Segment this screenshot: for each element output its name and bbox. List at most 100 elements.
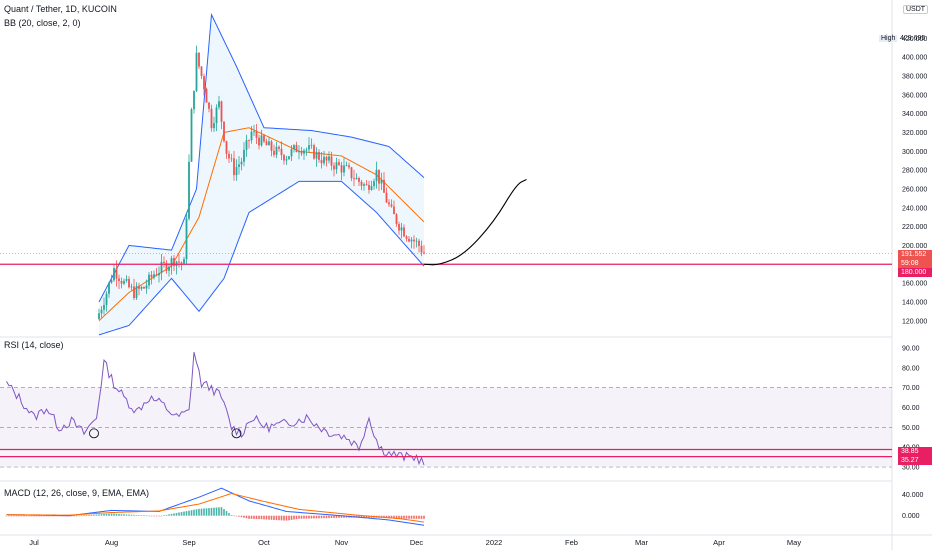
candle-body bbox=[280, 148, 283, 156]
macd-histogram-bar bbox=[138, 515, 140, 516]
candle-body bbox=[103, 304, 105, 310]
candle-body bbox=[298, 151, 300, 153]
macd-histogram-bar bbox=[330, 515, 333, 519]
macd-histogram-bar bbox=[340, 515, 343, 518]
candle-body bbox=[255, 131, 258, 138]
macd-histogram-bar bbox=[108, 513, 110, 516]
macd-histogram-bar bbox=[183, 511, 185, 516]
macd-histogram-bar bbox=[143, 515, 145, 516]
candle-body bbox=[300, 151, 303, 154]
x-axis-label: Feb bbox=[565, 538, 578, 547]
candle-body bbox=[123, 280, 125, 284]
macd-histogram-bar bbox=[75, 515, 78, 517]
candle-body bbox=[410, 239, 413, 242]
macd-histogram-bar bbox=[233, 515, 235, 517]
macd-histogram-bar bbox=[415, 515, 418, 519]
candle-body bbox=[320, 159, 323, 164]
currency-label: USDT bbox=[906, 6, 926, 13]
high-value: 429.695 bbox=[900, 35, 926, 42]
macd-histogram-bar bbox=[178, 512, 180, 516]
macd-histogram-bar bbox=[225, 511, 228, 516]
macd-histogram-bar bbox=[55, 515, 58, 517]
price-tick-label: 340.000 bbox=[902, 111, 927, 118]
candle-body bbox=[228, 153, 230, 159]
candle-body bbox=[343, 165, 345, 173]
candle-body bbox=[283, 155, 285, 161]
macd-histogram-bar bbox=[345, 515, 348, 518]
candle-body bbox=[263, 135, 265, 142]
candle-body bbox=[188, 161, 190, 219]
price-tick-label: 380.000 bbox=[902, 73, 927, 80]
price-tick-label: 420.000 bbox=[902, 36, 927, 43]
macd-histogram-bar bbox=[405, 515, 408, 519]
macd-histogram-bar bbox=[88, 514, 90, 516]
countdown-value: 59:08 bbox=[901, 260, 919, 267]
price-tick-label: 360.000 bbox=[902, 92, 927, 99]
price-panel[interactable] bbox=[0, 12, 892, 336]
candle-body bbox=[268, 141, 270, 146]
macd-histogram-bar bbox=[318, 515, 320, 519]
macd-histogram-bar bbox=[270, 515, 273, 520]
macd-histogram-bar bbox=[158, 515, 160, 517]
macd-histogram-bar bbox=[160, 515, 163, 517]
last-price-value: 191.552 bbox=[901, 251, 927, 258]
candle-body bbox=[190, 109, 193, 162]
macd-histogram-bar bbox=[290, 515, 293, 520]
macd-histogram-bar bbox=[388, 515, 390, 518]
macd-histogram-bar bbox=[235, 515, 238, 517]
candle-body bbox=[285, 159, 288, 161]
candle-body bbox=[325, 156, 328, 161]
candle-body bbox=[170, 258, 173, 267]
price-tick-label: 300.000 bbox=[902, 149, 927, 156]
rsi-line bbox=[6, 352, 425, 466]
macd-histogram-bar bbox=[98, 514, 100, 516]
candle-body bbox=[108, 282, 110, 294]
macd-tick-label: 0.000 bbox=[902, 513, 920, 520]
macd-histogram-bar bbox=[130, 514, 133, 516]
candle-body bbox=[415, 240, 418, 242]
candle-body bbox=[340, 165, 343, 173]
currency-badge[interactable]: USDT bbox=[903, 5, 929, 14]
candle-body bbox=[195, 52, 198, 91]
rsi-panel[interactable] bbox=[0, 352, 892, 468]
candle-body bbox=[350, 167, 353, 179]
macd-histogram-bar bbox=[155, 515, 158, 517]
x-axis-label: Apr bbox=[713, 538, 725, 547]
candle-body bbox=[383, 179, 385, 193]
candle-body bbox=[265, 141, 268, 146]
macd-histogram-bar bbox=[73, 515, 75, 517]
macd-histogram-bar bbox=[200, 508, 203, 516]
candle-body bbox=[308, 145, 310, 150]
candle-body bbox=[278, 146, 280, 149]
rsi-tick-label: 70.00 bbox=[902, 385, 920, 392]
rsi-tick-label: 60.00 bbox=[902, 405, 920, 412]
candle-body bbox=[133, 286, 135, 299]
macd-histogram-bar bbox=[15, 515, 18, 517]
macd-histogram-bar bbox=[218, 507, 220, 516]
candle-body bbox=[323, 156, 325, 164]
macd-histogram-bar bbox=[30, 515, 33, 517]
macd-histogram-bar bbox=[335, 515, 338, 518]
candle-body bbox=[98, 313, 100, 319]
candle-body bbox=[118, 278, 120, 282]
candle-body bbox=[130, 286, 133, 288]
x-axis-label: Dec bbox=[410, 538, 424, 547]
candle-body bbox=[183, 259, 185, 264]
candle-body bbox=[313, 145, 315, 159]
candle-body bbox=[258, 137, 260, 146]
candle-body bbox=[185, 218, 188, 260]
macd-histogram-bar bbox=[110, 513, 113, 516]
macd-histogram-bar bbox=[10, 515, 13, 517]
macd-histogram-bar bbox=[245, 515, 248, 519]
macd-histogram-bar bbox=[213, 507, 215, 516]
candle-body bbox=[253, 131, 255, 133]
candle-body bbox=[288, 156, 290, 160]
candle-body bbox=[400, 227, 403, 231]
macd-panel[interactable] bbox=[5, 487, 425, 526]
macd-histogram-bar bbox=[360, 515, 363, 518]
rsi-tick-label: 30.00 bbox=[902, 465, 920, 472]
macd-histogram-bar bbox=[303, 515, 305, 519]
candle-body bbox=[243, 149, 245, 162]
macd-histogram-bar bbox=[128, 514, 130, 516]
